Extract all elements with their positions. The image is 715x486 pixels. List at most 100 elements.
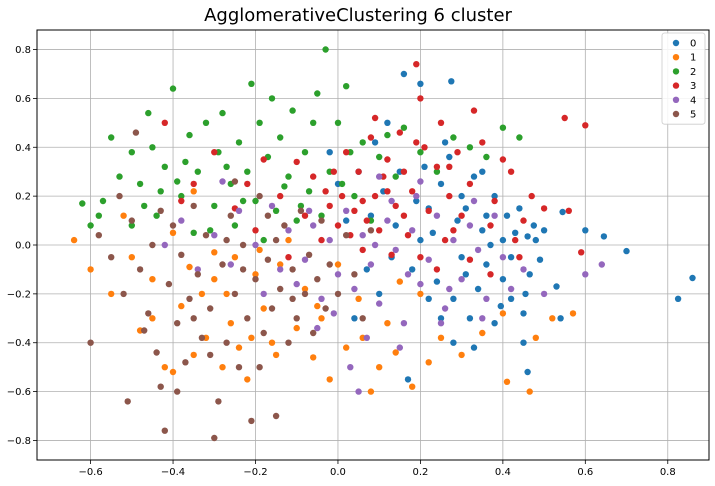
scatter-point xyxy=(277,192,284,200)
scatter-point xyxy=(128,254,135,261)
scatter-point xyxy=(470,173,478,180)
scatter-point xyxy=(186,263,193,271)
scatter-point xyxy=(268,202,276,210)
scatter-point xyxy=(219,109,226,117)
scatter-point xyxy=(376,300,383,307)
scatter-point xyxy=(371,192,379,200)
scatter-point xyxy=(512,236,519,244)
scatter-point xyxy=(268,339,276,346)
scatter-point xyxy=(363,334,370,341)
scatter-point xyxy=(256,119,263,127)
scatter-point xyxy=(120,290,127,298)
scatter-point xyxy=(384,188,391,195)
scatter-point xyxy=(178,192,185,200)
scatter-point xyxy=(359,232,366,239)
scatter-point xyxy=(194,168,201,175)
scatter-point xyxy=(272,236,280,244)
scatter-point xyxy=(301,290,309,298)
scatter-point xyxy=(87,266,94,273)
scatter-point xyxy=(355,388,362,395)
scatter-point xyxy=(433,266,441,273)
scatter-point xyxy=(433,168,441,175)
scatter-point xyxy=(400,320,408,327)
legend-label: 2 xyxy=(690,67,696,78)
scatter-point xyxy=(178,217,185,224)
scatter-point xyxy=(223,236,230,244)
scatter-point xyxy=(578,249,585,256)
scatter-point xyxy=(153,349,160,356)
scatter-point xyxy=(281,222,288,229)
scatter-point xyxy=(441,305,449,312)
scatter-point xyxy=(528,192,535,200)
scatter-point xyxy=(161,119,168,127)
scatter-point xyxy=(136,180,144,188)
scatter-point xyxy=(252,227,259,234)
scatter-point xyxy=(194,271,201,278)
scatter-point xyxy=(499,310,507,317)
scatter-point xyxy=(330,310,337,317)
series-0 xyxy=(326,70,696,383)
scatter-point xyxy=(367,388,375,395)
scatter-point xyxy=(219,261,226,268)
scatter-point xyxy=(367,261,375,268)
scatter-point xyxy=(458,212,465,219)
scatter-point xyxy=(227,261,234,268)
scatter-point xyxy=(285,254,292,261)
series-3 xyxy=(161,60,589,278)
scatter-point xyxy=(227,320,234,327)
scatter-point xyxy=(598,261,605,268)
scatter-point xyxy=(260,236,267,244)
scatter-point xyxy=(149,241,156,249)
y-tick-label: 0.6 xyxy=(15,94,31,105)
scatter-point xyxy=(367,212,375,219)
scatter-point xyxy=(400,168,408,175)
scatter-point xyxy=(404,376,412,383)
scatter-point xyxy=(392,222,399,229)
scatter-point xyxy=(384,131,391,139)
scatter-point xyxy=(198,334,206,341)
scatter-point xyxy=(223,290,230,298)
scatter-point xyxy=(128,222,135,229)
scatter-point xyxy=(343,149,350,156)
scatter-point xyxy=(305,251,313,258)
scatter-point xyxy=(491,192,498,200)
scatter-point xyxy=(392,246,399,254)
scatter-point xyxy=(343,217,350,224)
scatter-point xyxy=(330,168,337,175)
scatter-point xyxy=(124,398,131,405)
scatter-point xyxy=(450,134,457,141)
scatter-point xyxy=(559,208,566,216)
scatter-point xyxy=(491,320,498,327)
scatter-point xyxy=(404,271,412,278)
scatter-point xyxy=(161,427,168,434)
scatter-point xyxy=(446,163,453,170)
scatter-point xyxy=(157,207,164,214)
scatter-point xyxy=(128,217,135,224)
scatter-point xyxy=(454,217,461,224)
scatter-point xyxy=(413,139,420,146)
scatter-point xyxy=(446,153,453,161)
scatter-point xyxy=(314,302,321,310)
scatter-point xyxy=(470,197,478,205)
scatter-point xyxy=(116,192,123,200)
scatter-point xyxy=(219,364,226,371)
scatter-point xyxy=(301,256,309,263)
scatter-point xyxy=(441,236,449,244)
scatter-point xyxy=(318,212,325,219)
scatter-point xyxy=(507,254,515,261)
scatter-point xyxy=(351,207,358,214)
scatter-point xyxy=(169,368,177,376)
scatter-point xyxy=(446,285,453,293)
scatter-point xyxy=(87,339,94,346)
y-tick-label: 0.4 xyxy=(15,143,31,154)
scatter-point xyxy=(116,173,123,180)
scatter-point xyxy=(145,310,152,317)
scatter-point xyxy=(466,144,474,151)
legend-label: 3 xyxy=(690,81,696,92)
scatter-point xyxy=(260,329,267,337)
scatter-point xyxy=(425,207,432,214)
scatter-point xyxy=(231,254,239,261)
scatter-point xyxy=(462,205,469,212)
scatter-point xyxy=(211,276,218,283)
scatter-point xyxy=(149,144,156,151)
